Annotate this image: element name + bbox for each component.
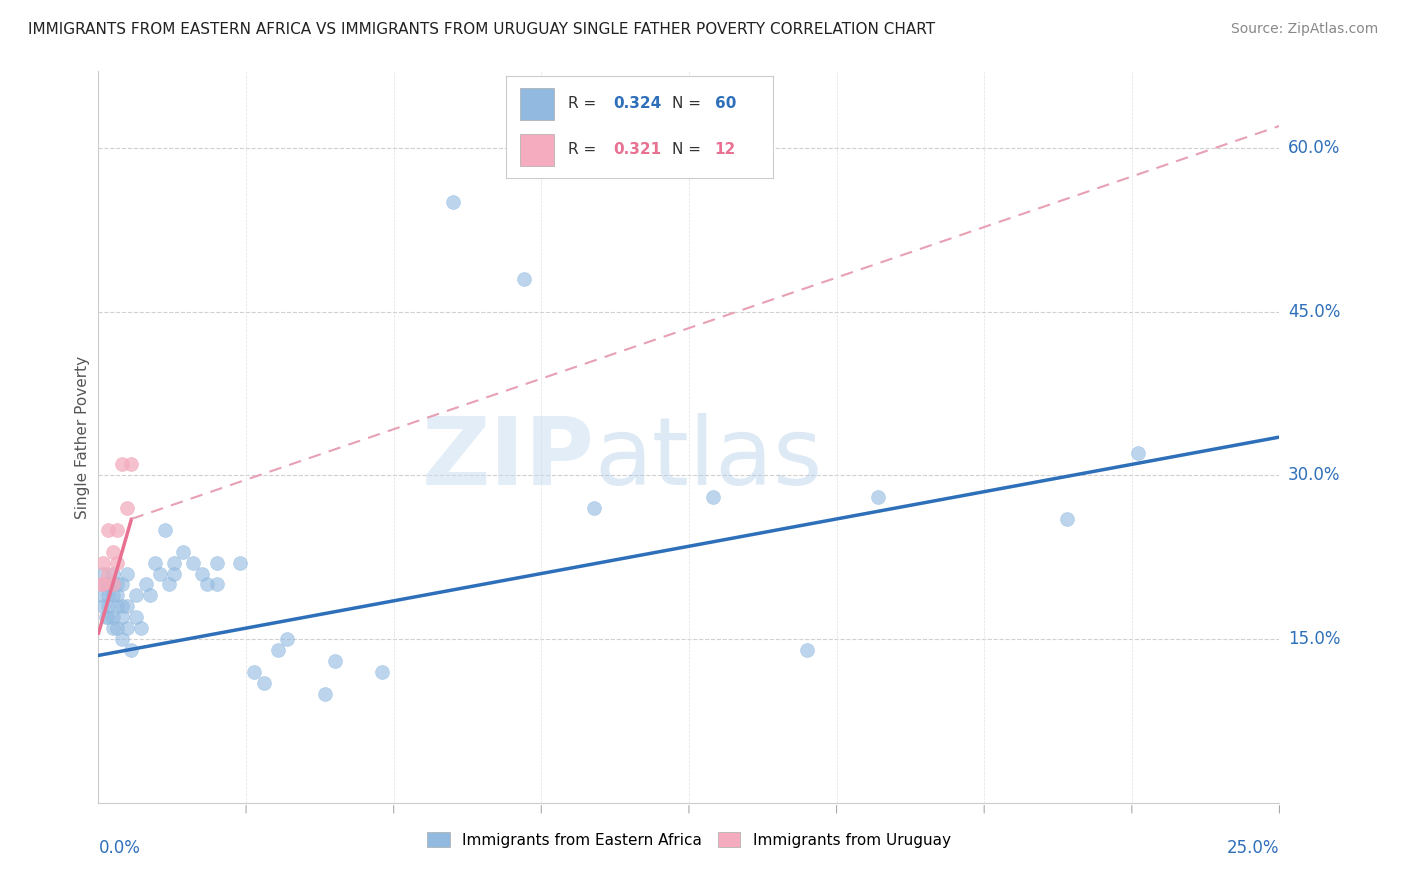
Point: [121, 458, 143, 472]
Legend: Immigrants from Eastern Africa, Immigrants from Uruguay: Immigrants from Eastern Africa, Immigran…: [422, 825, 956, 854]
Point: [125, 588, 148, 602]
Point: [866, 490, 889, 504]
Point: [105, 577, 128, 591]
Point: [91, 577, 114, 591]
Point: [101, 545, 124, 559]
Point: [94, 610, 117, 624]
Text: 60.0%: 60.0%: [1288, 139, 1340, 157]
Point: [512, 272, 534, 286]
Point: [94, 577, 117, 591]
Point: [796, 643, 818, 657]
Y-axis label: Single Father Poverty: Single Father Poverty: [75, 356, 90, 518]
Point: [97, 523, 120, 537]
Point: [101, 566, 124, 581]
Point: [101, 577, 124, 591]
Point: [583, 501, 606, 516]
Point: [115, 566, 138, 581]
Point: [163, 566, 186, 581]
Point: [143, 556, 166, 570]
Point: [105, 621, 128, 635]
Text: Source: ZipAtlas.com: Source: ZipAtlas.com: [1230, 22, 1378, 37]
Point: [105, 599, 128, 614]
Point: [229, 556, 252, 570]
Point: [125, 610, 148, 624]
FancyBboxPatch shape: [520, 88, 554, 120]
Point: [91, 577, 114, 591]
Point: [276, 632, 298, 646]
Point: [111, 632, 134, 646]
Point: [195, 577, 218, 591]
Point: [97, 610, 120, 624]
Point: [129, 621, 152, 635]
Text: R =: R =: [568, 142, 600, 157]
Point: [135, 577, 157, 591]
Point: [157, 577, 180, 591]
Text: 60: 60: [714, 96, 735, 111]
FancyBboxPatch shape: [520, 135, 554, 166]
Point: [97, 599, 120, 614]
Point: [91, 599, 114, 614]
Text: 12: 12: [714, 142, 735, 157]
Point: [1056, 512, 1078, 526]
Point: [90, 577, 112, 591]
Point: [111, 458, 134, 472]
Point: [149, 566, 172, 581]
Point: [314, 687, 336, 701]
Point: [139, 588, 162, 602]
Text: R =: R =: [568, 96, 600, 111]
Text: ZIP: ZIP: [422, 413, 595, 505]
Point: [97, 577, 120, 591]
Point: [115, 501, 138, 516]
Text: 45.0%: 45.0%: [1288, 302, 1340, 320]
Point: [323, 654, 346, 668]
Point: [97, 588, 120, 602]
Point: [371, 665, 394, 679]
Point: [205, 577, 228, 591]
Point: [115, 599, 138, 614]
Text: 30.0%: 30.0%: [1288, 467, 1340, 484]
Point: [702, 490, 724, 504]
Text: IMMIGRANTS FROM EASTERN AFRICA VS IMMIGRANTS FROM URUGUAY SINGLE FATHER POVERTY : IMMIGRANTS FROM EASTERN AFRICA VS IMMIGR…: [28, 22, 935, 37]
Point: [111, 577, 134, 591]
Point: [105, 556, 128, 570]
Point: [172, 545, 194, 559]
Text: 25.0%: 25.0%: [1227, 839, 1279, 857]
Text: atlas: atlas: [595, 413, 823, 505]
Point: [101, 588, 124, 602]
Point: [267, 643, 290, 657]
Point: [91, 566, 114, 581]
Point: [111, 599, 134, 614]
Text: 15.0%: 15.0%: [1288, 630, 1340, 648]
Point: [441, 195, 464, 210]
Point: [243, 665, 266, 679]
Point: [1126, 446, 1149, 460]
Text: 0.0%: 0.0%: [98, 839, 141, 857]
Point: [121, 643, 143, 657]
Point: [191, 566, 214, 581]
Point: [105, 588, 128, 602]
Text: 0.324: 0.324: [613, 96, 661, 111]
Point: [205, 556, 228, 570]
Point: [101, 621, 124, 635]
Point: [253, 675, 276, 690]
Point: [181, 556, 204, 570]
Point: [91, 556, 114, 570]
Point: [153, 523, 176, 537]
Point: [90, 588, 112, 602]
Point: [163, 556, 186, 570]
Point: [105, 523, 128, 537]
Point: [97, 566, 120, 581]
Text: 0.321: 0.321: [613, 142, 661, 157]
Text: N =: N =: [672, 142, 706, 157]
Point: [101, 610, 124, 624]
Text: N =: N =: [672, 96, 706, 111]
Point: [115, 621, 138, 635]
Point: [111, 610, 134, 624]
Point: [101, 577, 124, 591]
